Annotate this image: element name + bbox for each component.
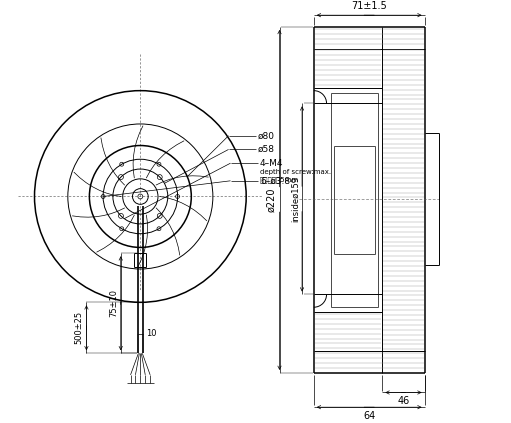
Text: ø58: ø58 <box>258 145 275 154</box>
Text: ø80: ø80 <box>258 131 275 140</box>
Text: 6–ø3.8: 6–ø3.8 <box>260 176 290 185</box>
Text: 64: 64 <box>363 411 375 421</box>
Text: 10: 10 <box>146 329 156 338</box>
Text: 75±10: 75±10 <box>110 289 119 317</box>
Text: 46: 46 <box>398 396 410 407</box>
Text: depth of screw:max.: depth of screw:max. <box>260 169 331 175</box>
Text: 4–M4: 4–M4 <box>260 159 284 168</box>
Text: insideø159: insideø159 <box>291 176 300 222</box>
Text: 500±25: 500±25 <box>75 311 83 344</box>
Text: 深度不超过5mm: 深度不超过5mm <box>260 176 299 183</box>
Text: 71±1.5: 71±1.5 <box>351 1 387 11</box>
Text: ø220: ø220 <box>267 187 276 212</box>
